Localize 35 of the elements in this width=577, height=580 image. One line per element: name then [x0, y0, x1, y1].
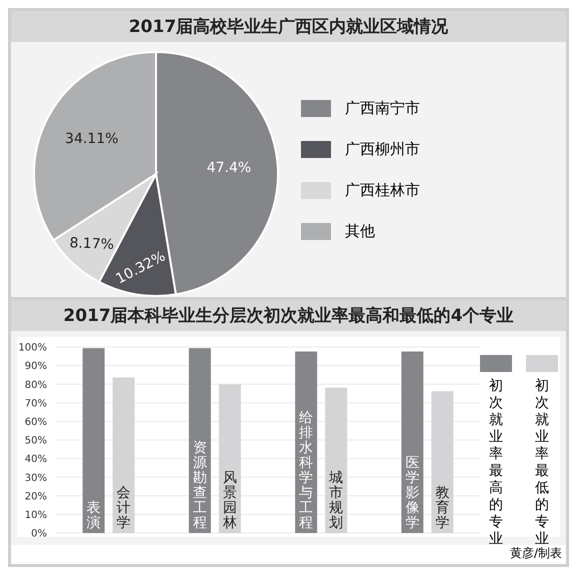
- y-tick-label: 80%: [24, 380, 47, 391]
- annotation: 城市规划: [328, 470, 344, 531]
- text: 黄彦/制表: [510, 546, 562, 560]
- annotation: 资源勘查工程: [192, 440, 207, 531]
- y-tick-label: 50%: [24, 436, 47, 447]
- y-tick-label: 90%: [24, 361, 47, 372]
- y-tick-label: 0%: [31, 528, 47, 540]
- annotation: 风景园林: [222, 470, 237, 531]
- y-tick-label: 100%: [18, 342, 47, 354]
- data-label: 47.4%: [206, 160, 252, 176]
- text: 初次就业率最高的专业: [489, 378, 503, 547]
- y-tick-label: 60%: [24, 416, 47, 428]
- y-tick-label: 20%: [24, 491, 47, 502]
- chart-title: 2017届高校毕业生广西区内就业区域情况: [11, 11, 566, 42]
- text: 初次就业率最低的专业: [535, 378, 549, 547]
- legend-label: 其他: [345, 222, 375, 240]
- annotation: 会计学: [116, 485, 131, 531]
- annotation: 教育学: [435, 485, 450, 531]
- bar: [112, 377, 135, 533]
- legend-label: 广西南宁市: [345, 98, 420, 118]
- bar: [82, 348, 105, 533]
- chart-title: 2017届本科毕业生分层次初次就业率最高和最低的4个专业: [11, 300, 566, 331]
- bar: [325, 388, 348, 533]
- bar: [431, 391, 454, 533]
- y-tick-label: 10%: [24, 510, 47, 521]
- y-tick-label: 30%: [24, 472, 47, 484]
- y-tick-label: 40%: [24, 454, 47, 466]
- legend-label: 广西柳州市: [345, 140, 420, 158]
- data-label: 34.11%: [65, 130, 118, 147]
- annotation: 医学影像学: [405, 455, 420, 531]
- annotation: 表演: [86, 500, 101, 531]
- data-label: 8.17%: [69, 235, 114, 254]
- annotation: 给排水科学与工程: [299, 410, 314, 531]
- legend-label: 广西桂林市: [345, 180, 420, 200]
- y-tick-label: 70%: [24, 398, 47, 410]
